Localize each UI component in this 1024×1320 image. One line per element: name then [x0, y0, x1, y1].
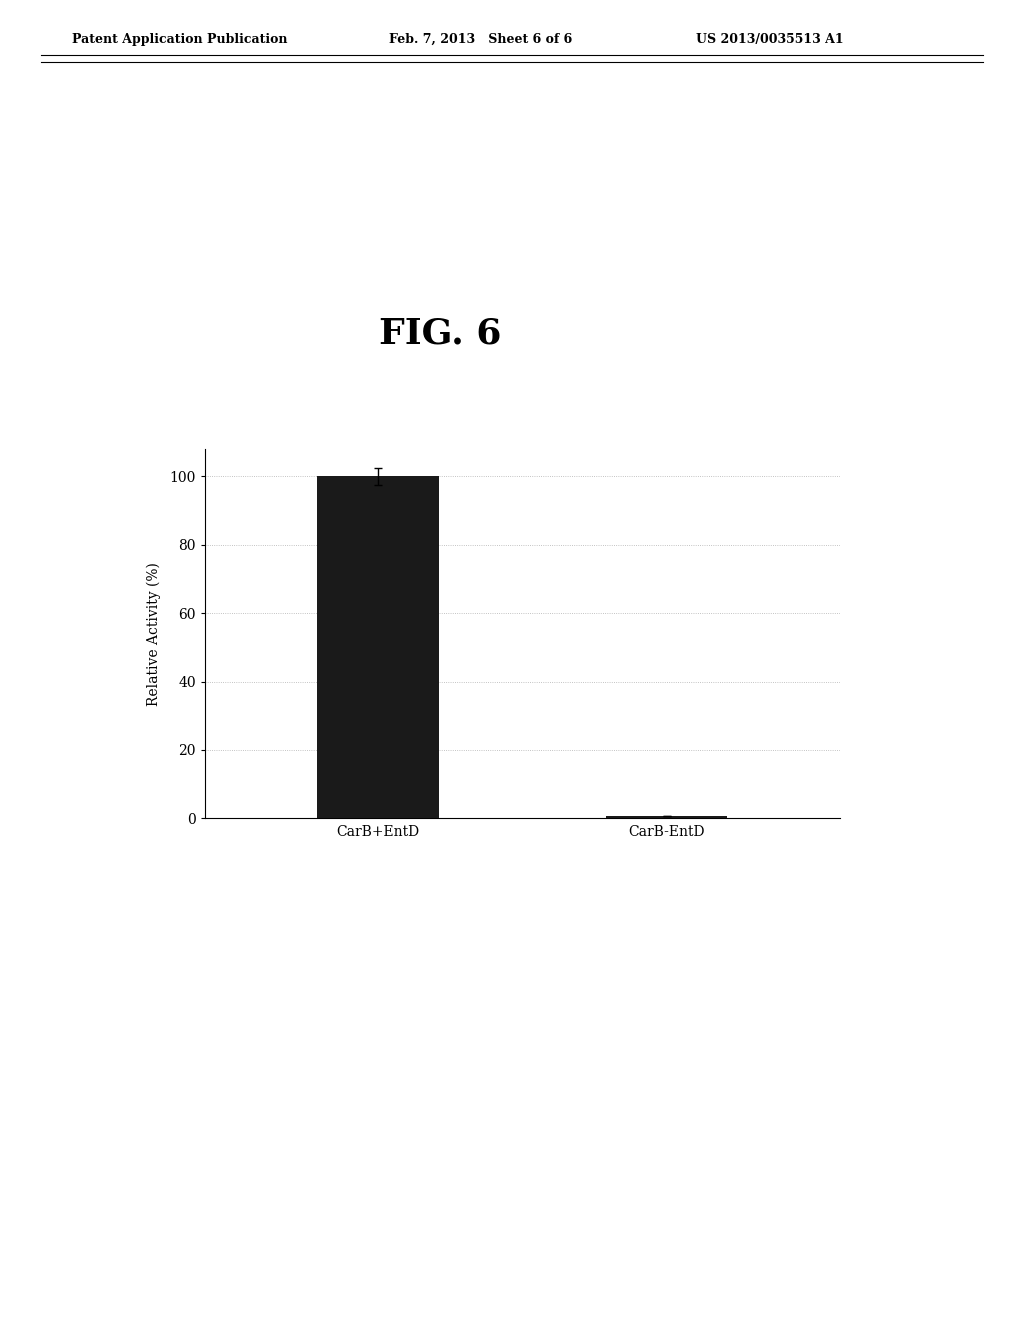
Text: Patent Application Publication: Patent Application Publication	[72, 33, 287, 46]
Text: US 2013/0035513 A1: US 2013/0035513 A1	[696, 33, 844, 46]
Bar	[606, 816, 727, 818]
Bar	[317, 477, 438, 818]
Text: Feb. 7, 2013   Sheet 6 of 6: Feb. 7, 2013 Sheet 6 of 6	[389, 33, 572, 46]
Text: FIG. 6: FIG. 6	[379, 317, 502, 351]
Y-axis label: Relative Activity (%): Relative Activity (%)	[146, 562, 161, 705]
